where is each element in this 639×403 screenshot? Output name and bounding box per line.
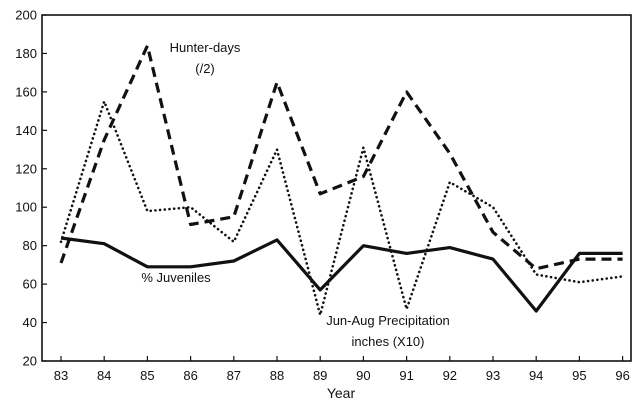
y-tick-label: 160 [15,84,37,99]
y-tick-label: 120 [15,161,37,176]
x-tick-label: 84 [97,368,111,383]
chart-series [59,44,624,317]
y-axis-ticks: 20 40 60 80 100 120 140 160 180 200 [15,8,47,369]
x-axis-title: Year [327,385,356,401]
y-tick-label: 180 [15,46,37,61]
juveniles-label: % Juveniles [141,270,211,285]
x-tick-label: 88 [270,368,284,383]
x-tick-label: 86 [183,368,197,383]
y-tick-label: 20 [23,354,37,369]
x-tick-label: 83 [54,368,68,383]
x-tick-label: 87 [227,368,241,383]
hunter-days-label-line1: Hunter-days [170,40,241,55]
x-tick-label: 95 [572,368,586,383]
x-tick-label: 93 [486,368,500,383]
x-tick-label: 85 [140,368,154,383]
y-tick-label: 100 [15,200,37,215]
y-tick-label: 140 [15,123,37,138]
juveniles-line [60,236,623,313]
precipitation-label-line1: Jun-Aug Precipitation [326,313,450,328]
chart-annotations: Hunter-days (/2) % Juveniles Jun-Aug Pre… [141,40,449,349]
y-tick-label: 40 [23,315,37,330]
x-tick-label: 90 [356,368,370,383]
y-tick-label: 60 [23,277,37,292]
x-tick-label: 94 [529,368,543,383]
x-tick-label: 91 [399,368,413,383]
y-tick-label: 200 [15,8,37,23]
precipitation-line [59,100,624,317]
x-tick-label: 89 [313,368,327,383]
x-tick-label: 92 [443,368,457,383]
chart-axes [41,14,632,362]
hunter-days-label-line2: (/2) [195,61,215,76]
y-tick-label: 80 [23,238,37,253]
precipitation-label-line2: inches (X10) [352,334,425,349]
x-axis-ticks: 83 84 85 86 87 88 89 90 91 92 93 94 95 96 [54,356,630,383]
plot-frame [41,14,632,362]
x-tick-label: 96 [615,368,629,383]
